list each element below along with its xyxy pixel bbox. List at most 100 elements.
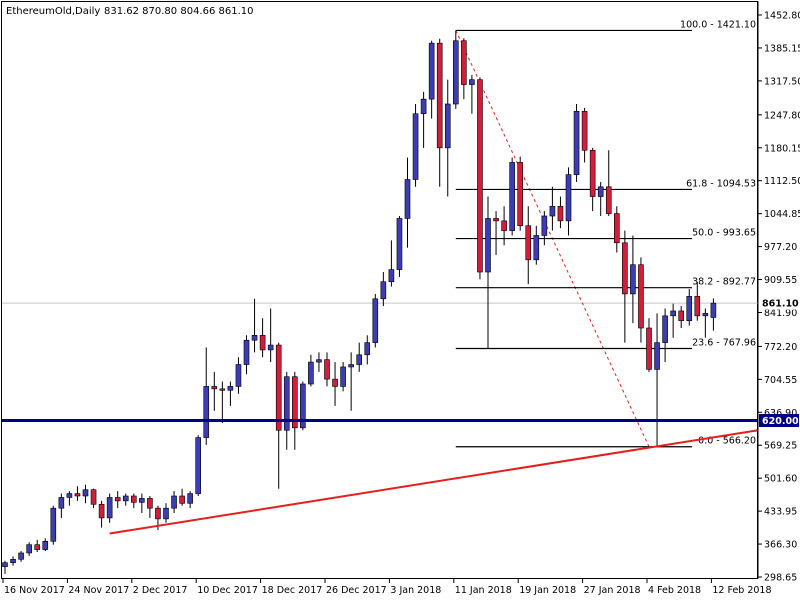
candle-body-bear bbox=[98, 503, 105, 519]
y-axis-tick-label: 841.90 bbox=[764, 308, 797, 319]
candle bbox=[646, 318, 652, 372]
candle bbox=[452, 30, 459, 109]
candle-body-bull bbox=[300, 383, 306, 429]
candle-body-bear bbox=[557, 205, 564, 222]
horizontal-line-tag-bg bbox=[759, 414, 799, 428]
candle bbox=[171, 491, 177, 514]
chart-header: EthereumOld,Daily 831.62 870.80 804.66 8… bbox=[6, 6, 254, 17]
candle bbox=[227, 381, 234, 406]
x-axis-tick-label: 3 Jan 2018 bbox=[390, 585, 441, 596]
candle-body-bear bbox=[589, 149, 596, 197]
candle bbox=[509, 157, 515, 236]
fibonacci-level-label: 23.6 - 767.96 bbox=[692, 337, 756, 348]
candle-body-bear bbox=[678, 310, 685, 321]
y-axis-tick-label: 298.65 bbox=[764, 573, 797, 584]
candle-body-bull bbox=[428, 42, 435, 100]
candle bbox=[90, 488, 97, 509]
candle-body-bull bbox=[412, 113, 419, 180]
fibonacci-level-label: 0.0 - 566.20 bbox=[698, 436, 756, 447]
candle bbox=[396, 216, 403, 277]
candle bbox=[82, 484, 89, 504]
candle bbox=[179, 488, 185, 506]
candle bbox=[219, 381, 226, 423]
candle bbox=[300, 381, 306, 431]
candle bbox=[42, 538, 49, 552]
candle-body-bull bbox=[372, 298, 379, 343]
candle-body-bear bbox=[493, 218, 499, 222]
candle bbox=[139, 493, 145, 514]
candle-body-bear bbox=[211, 386, 218, 390]
candle-body-bear bbox=[581, 111, 588, 151]
x-axis-tick-label: 10 Dec 2017 bbox=[197, 585, 258, 596]
candle bbox=[549, 186, 556, 231]
candle-body-bear bbox=[646, 327, 652, 370]
candle bbox=[275, 342, 282, 489]
candle bbox=[283, 371, 290, 450]
x-axis-tick-label: 4 Feb 2018 bbox=[648, 585, 701, 596]
candle-body-bull bbox=[420, 98, 427, 115]
candle-body-bull bbox=[388, 269, 395, 283]
candle-body-bear bbox=[613, 213, 620, 244]
candle bbox=[356, 342, 363, 372]
candle-body-bull bbox=[267, 344, 274, 351]
candle-body-bull bbox=[171, 495, 177, 509]
candle-body-bull bbox=[565, 174, 572, 222]
candle bbox=[444, 79, 451, 197]
y-axis-tick-label: 1452.80 bbox=[764, 11, 800, 22]
candle bbox=[114, 491, 121, 509]
candle bbox=[211, 371, 218, 411]
candle bbox=[291, 371, 298, 450]
x-axis-tick-label: 11 Jan 2018 bbox=[455, 585, 512, 596]
current-price-tag-bg bbox=[759, 296, 799, 310]
y-axis-tick-label: 977.20 bbox=[764, 242, 797, 253]
candle bbox=[131, 493, 137, 509]
y-axis-tick-label: 1112.50 bbox=[764, 176, 800, 187]
candle bbox=[525, 206, 532, 285]
candle-body-bull bbox=[316, 359, 322, 363]
candle-body-bear bbox=[114, 497, 121, 502]
candle-body-bull bbox=[380, 281, 387, 300]
candle bbox=[66, 491, 73, 506]
candle bbox=[461, 38, 467, 100]
candle-body-bull bbox=[42, 540, 49, 550]
y-axis: 1452.80 1385.15 1317.50 1247.80 1180.15 1112.… bbox=[757, 1, 800, 584]
y-axis-tick-label: 1247.80 bbox=[764, 110, 800, 121]
candle bbox=[316, 352, 322, 372]
candle-body-bull bbox=[10, 558, 16, 564]
candle-body-bull bbox=[654, 342, 660, 370]
candle bbox=[428, 40, 435, 119]
y-axis-tick-label: 636.90 bbox=[764, 408, 797, 419]
candle-body-bull bbox=[364, 342, 371, 356]
candle bbox=[573, 104, 580, 182]
candle bbox=[420, 91, 427, 148]
candle bbox=[412, 104, 419, 187]
x-axis-tick-label: 19 Jan 2018 bbox=[519, 585, 576, 596]
candle bbox=[324, 352, 330, 387]
candle bbox=[477, 77, 483, 280]
candle bbox=[493, 211, 499, 255]
candle bbox=[74, 486, 81, 501]
ohlc-label: 831.62 870.80 804.66 861.10 bbox=[104, 6, 254, 17]
support-trendline[interactable] bbox=[109, 429, 759, 535]
candle bbox=[2, 560, 8, 574]
candle bbox=[10, 556, 16, 566]
candle bbox=[541, 211, 548, 246]
candle bbox=[654, 313, 660, 447]
candle bbox=[18, 551, 24, 562]
candle-body-bear bbox=[605, 186, 612, 214]
candle-body-bull bbox=[686, 296, 693, 321]
candle bbox=[308, 354, 314, 387]
candle bbox=[388, 240, 395, 287]
candle-body-bear bbox=[219, 388, 226, 391]
candle-body-bull bbox=[670, 310, 676, 317]
candle bbox=[622, 230, 628, 343]
symbol-label: EthereumOld,Daily bbox=[6, 6, 100, 17]
candle-body-bear bbox=[179, 495, 185, 504]
candle bbox=[251, 298, 258, 353]
candle bbox=[485, 196, 491, 349]
x-axis-tick-label: 18 Dec 2017 bbox=[262, 585, 323, 596]
trendline-group[interactable] bbox=[109, 429, 759, 535]
candle-body-bear bbox=[461, 40, 467, 85]
